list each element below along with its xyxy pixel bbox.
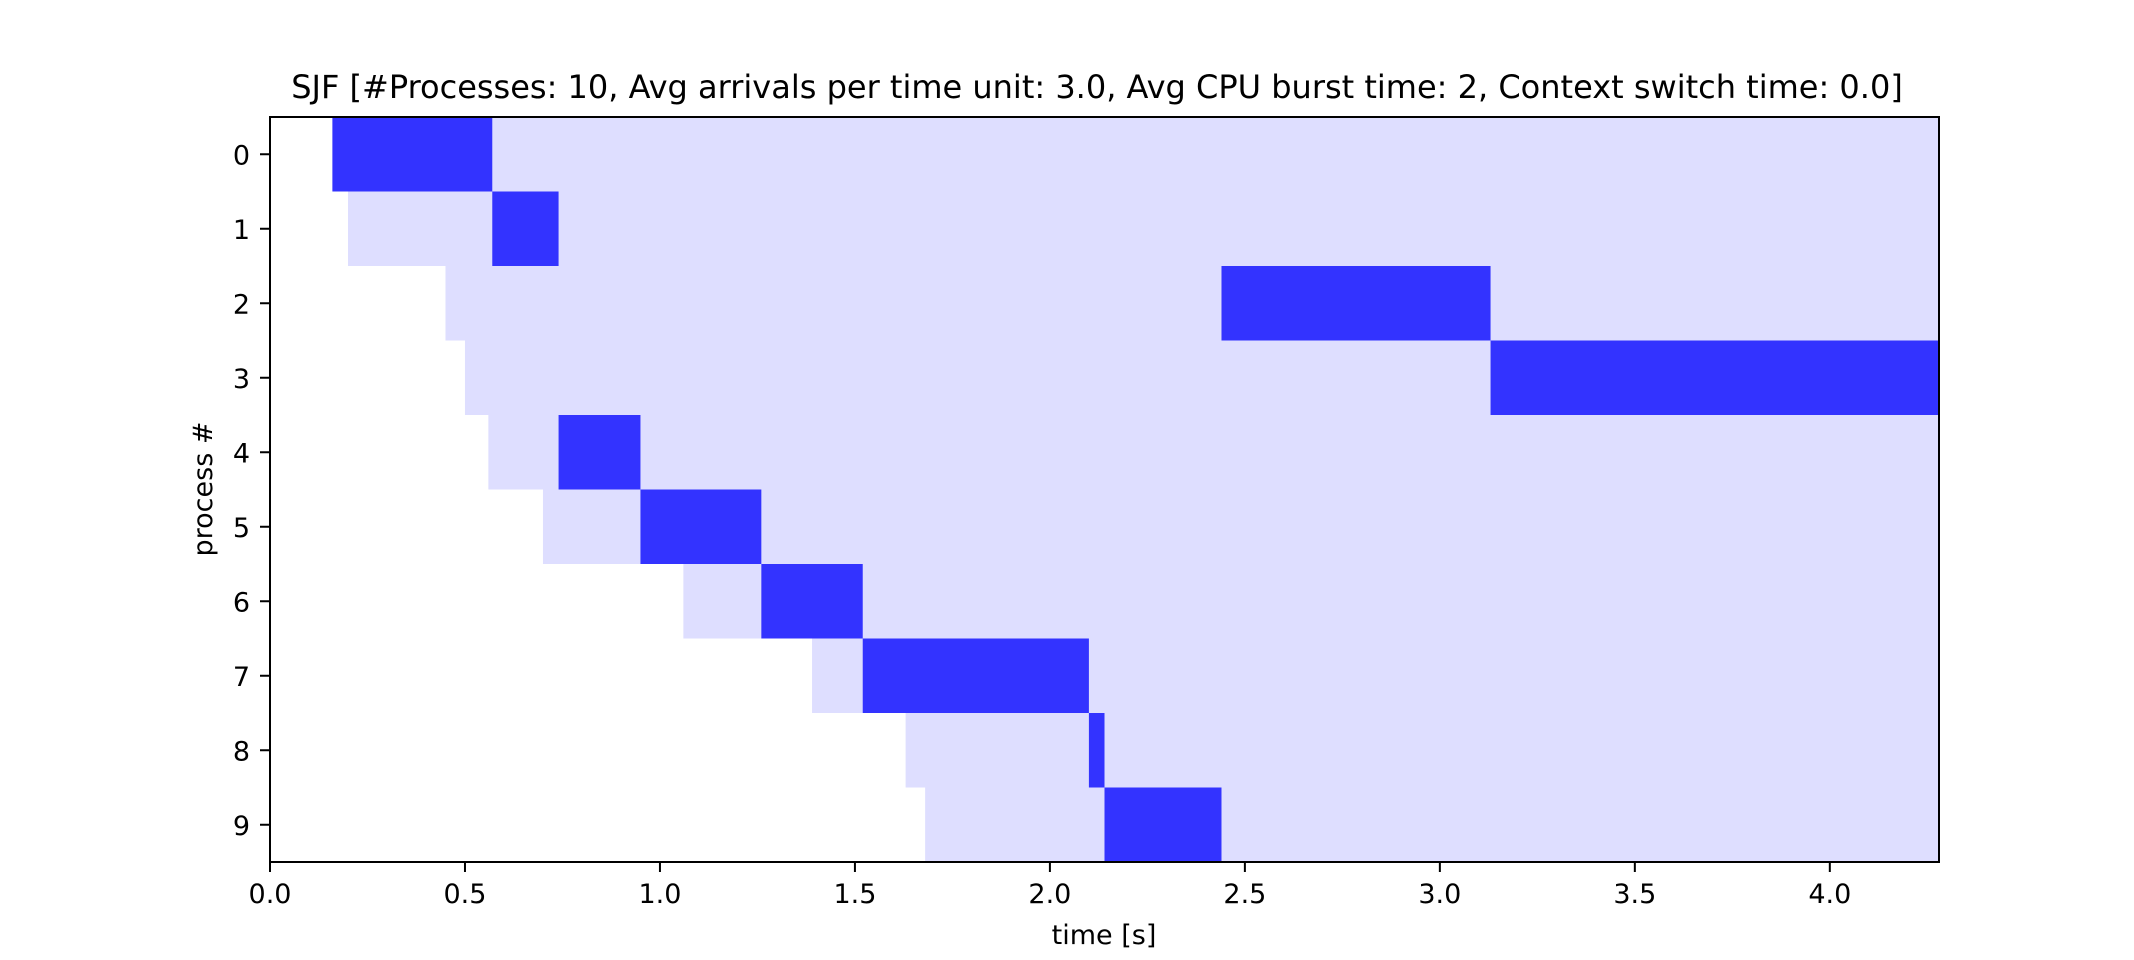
x-tick-label: 1.0 [638, 879, 681, 910]
running-bar-4 [558, 415, 641, 490]
y-tick-label: 7 [233, 662, 250, 693]
x-axis-label: time [s] [1052, 920, 1157, 951]
x-tick-label: 2.5 [1223, 879, 1266, 910]
waiting-bar-8 [905, 713, 1940, 788]
x-tick-label: 3.0 [1418, 879, 1461, 910]
y-axis-label: process # [188, 422, 219, 557]
y-tick-label: 0 [233, 140, 250, 171]
waiting-bar-0 [332, 117, 1939, 192]
waiting-bar-1 [347, 191, 1939, 266]
x-tick-label: 4.0 [1808, 879, 1851, 910]
running-bar-2 [1221, 266, 1491, 341]
x-axis: 0.0 0.5 1.0 1.5 2.0 2.5 3.0 3.5 4.0 [249, 862, 1851, 910]
x-tick-label: 1.5 [833, 879, 876, 910]
plot-frame [269, 116, 1940, 863]
running-bar-1 [492, 191, 559, 266]
y-tick-label: 5 [233, 513, 250, 544]
y-tick-label: 6 [233, 587, 250, 618]
chart-title: SJF [#Processes: 10, Avg arrivals per ti… [291, 68, 1903, 106]
running-bar-6 [761, 564, 863, 639]
x-tick-label: 0.5 [444, 879, 487, 910]
running-bar-0 [332, 117, 493, 192]
waiting-bar-5 [542, 489, 1939, 564]
running-bar-7 [862, 638, 1089, 713]
waiting-bar-4 [488, 415, 1940, 490]
y-tick-label: 8 [233, 736, 250, 767]
x-tick-label: 2.0 [1028, 879, 1071, 910]
y-tick-label: 1 [233, 215, 250, 246]
y-tick-label: 3 [233, 364, 250, 395]
running-bar-9 [1104, 787, 1222, 862]
x-tick-label: 3.5 [1613, 879, 1656, 910]
waiting-bar-9 [925, 787, 1939, 862]
y-tick-label: 2 [233, 289, 250, 320]
y-tick-label: 4 [233, 438, 250, 469]
x-tick-label: 0.0 [249, 879, 292, 910]
running-bar-8 [1088, 713, 1105, 788]
y-axis: 0 1 2 3 4 5 6 7 8 9 [233, 140, 270, 842]
running-bar-3 [1490, 340, 1939, 415]
waiting-bar-2 [445, 266, 1939, 341]
bars-layer [332, 117, 1940, 862]
waiting-bar-6 [683, 564, 1939, 639]
running-bar-5 [640, 489, 762, 564]
y-tick-label: 9 [233, 811, 250, 842]
